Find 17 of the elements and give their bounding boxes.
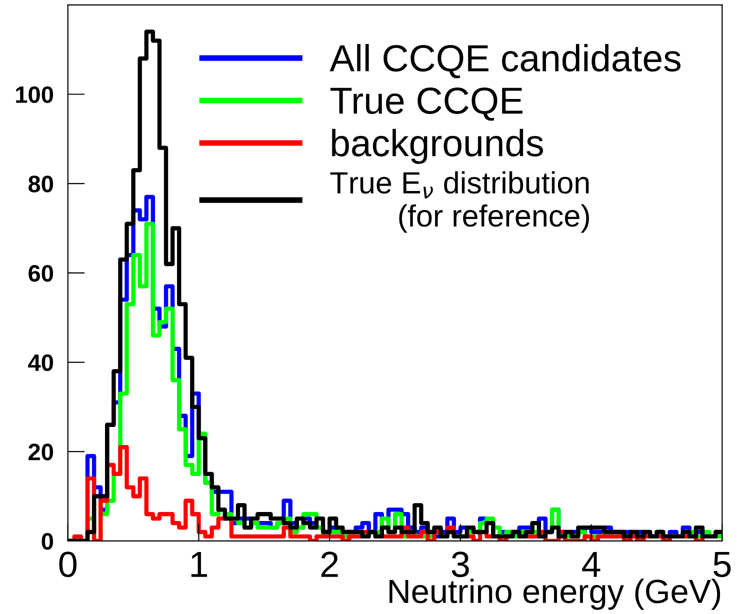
x-tick-label: 0 xyxy=(59,552,77,578)
y-tick-label: 40 xyxy=(28,354,54,372)
legend-label: All CCQE candidates xyxy=(330,44,680,78)
y-tick-label: 0 xyxy=(42,533,54,550)
y-tick-label: 20 xyxy=(28,444,54,460)
x-tick-label: 2 xyxy=(321,552,338,577)
x-tick-label: 5 xyxy=(714,552,731,578)
y-tick-label: 60 xyxy=(28,264,54,282)
y-tick-label: 80 xyxy=(28,176,54,192)
legend-label: True E$_{ν}$ distribution (for reference) xyxy=(330,171,589,233)
x-tick-label: 4 xyxy=(582,552,600,577)
legend-label: backgrounds xyxy=(332,128,543,164)
legend-label: True CCQE xyxy=(330,87,522,121)
x-tick-label: 3 xyxy=(452,552,469,578)
x-axis-title: Neutrino energy (GeV) xyxy=(390,578,720,610)
x-tick-label: 1 xyxy=(191,552,208,577)
y-tick-label: 100 xyxy=(16,86,54,104)
